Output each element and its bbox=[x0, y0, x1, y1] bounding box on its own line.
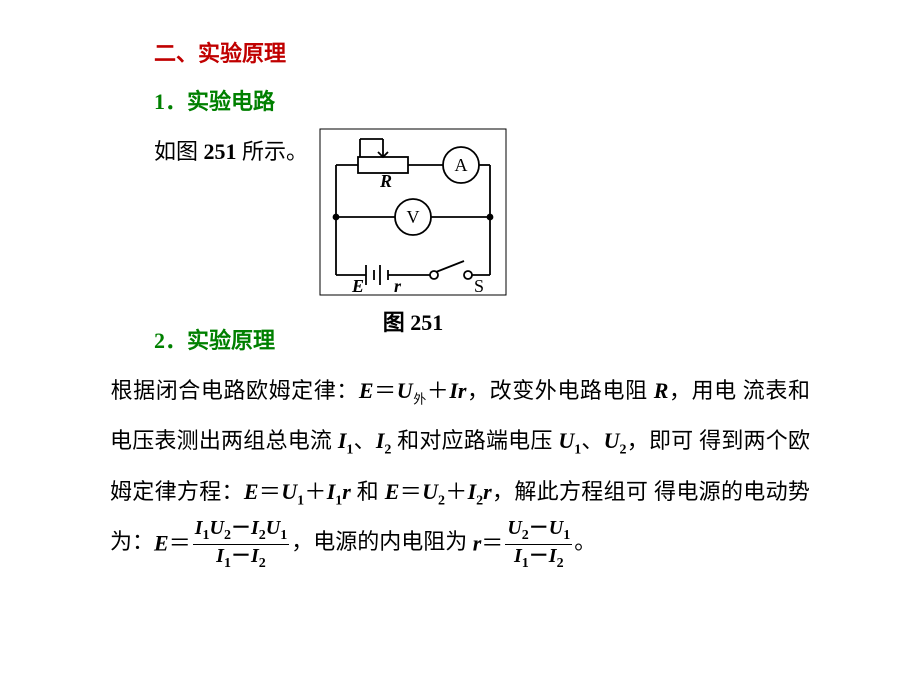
voltmeter-label: V bbox=[407, 207, 420, 227]
eq3a-I: I bbox=[327, 479, 336, 504]
body-l1a: 根据闭合电路欧姆定律： bbox=[110, 378, 359, 403]
body-paragraph: 根据闭合电路欧姆定律：E＝U外＋Ir，改变外电路电阻 R，用电 流表和电压表测出… bbox=[110, 366, 810, 572]
eq-U: U bbox=[397, 378, 413, 403]
eq-plus1: ＋ bbox=[427, 378, 450, 403]
sep1: 、 bbox=[353, 428, 375, 453]
fig-ref-prefix: 如图 bbox=[154, 139, 204, 164]
fraction-r: U2－U1 I1－I2 bbox=[505, 517, 572, 571]
body-l3b: ，解此方程组可 bbox=[492, 479, 649, 504]
figure-caption: 图 2­5­1 bbox=[318, 299, 508, 347]
subsection-1-title: 1．实验电路 bbox=[110, 78, 810, 126]
eq3a-eq: ＝ bbox=[259, 479, 282, 504]
r-label: r bbox=[394, 276, 402, 296]
eq-eq1: ＝ bbox=[374, 378, 397, 403]
eq-E: E bbox=[359, 378, 374, 403]
ammeter-label: A bbox=[455, 155, 468, 175]
section-heading: 二、实验原理 bbox=[110, 30, 810, 78]
body-l2c: ，即可 bbox=[627, 428, 694, 453]
and-word: 和 bbox=[351, 479, 385, 504]
circuit-svg: R A V bbox=[318, 127, 508, 297]
fig-ref-num: 2­5­1 bbox=[204, 139, 237, 164]
caption-prefix: 图 bbox=[383, 310, 411, 335]
eq3b-r: r bbox=[483, 479, 492, 504]
body-l4b: ，电源的内电阻为 bbox=[291, 529, 473, 554]
eq5-eq: ＝ bbox=[481, 531, 503, 556]
eq3b-plus: ＋ bbox=[445, 479, 468, 504]
emf-label: E bbox=[351, 276, 364, 296]
body-l1b: ，改变外电路电阻 bbox=[466, 378, 653, 403]
figure-row: 如图 2­5­1 所示。 bbox=[110, 127, 810, 347]
eq3a-r: r bbox=[342, 479, 351, 504]
eq3a-E: E bbox=[244, 479, 259, 504]
eq5-r: r bbox=[473, 531, 482, 556]
caption-num: 2­5­1 bbox=[410, 310, 443, 335]
eq3b-eq: ＝ bbox=[399, 479, 422, 504]
body-l4c: 。 bbox=[574, 529, 596, 554]
rheostat-label: R bbox=[379, 171, 392, 191]
circuit-figure: R A V bbox=[318, 127, 508, 347]
body-l1c: ，用电 bbox=[668, 378, 736, 403]
U2: U bbox=[604, 428, 620, 453]
eq3b-s2: 2 bbox=[438, 493, 445, 508]
body-l2b: 和对应路端电压 bbox=[391, 428, 558, 453]
eq4-E: E bbox=[154, 531, 169, 556]
U2-sub: 2 bbox=[620, 443, 627, 458]
eq4-eq: ＝ bbox=[169, 531, 191, 556]
switch-label: S bbox=[474, 276, 484, 296]
sep2: 、 bbox=[581, 428, 603, 453]
fraction-emf: I1U2－I2U1 I1－I2 bbox=[193, 517, 290, 571]
eq-sub-ext: 外 bbox=[413, 391, 427, 406]
U1: U bbox=[558, 428, 574, 453]
eq3b-U: U bbox=[422, 479, 438, 504]
eq3a-plus: ＋ bbox=[304, 479, 327, 504]
fig-ref-suffix: 所示。 bbox=[237, 139, 309, 164]
eq3b-E: E bbox=[385, 479, 400, 504]
eq3b-I: I bbox=[468, 479, 477, 504]
eq-I: I bbox=[449, 378, 458, 403]
eq-R: R bbox=[654, 378, 669, 403]
eq3a-U: U bbox=[281, 479, 297, 504]
